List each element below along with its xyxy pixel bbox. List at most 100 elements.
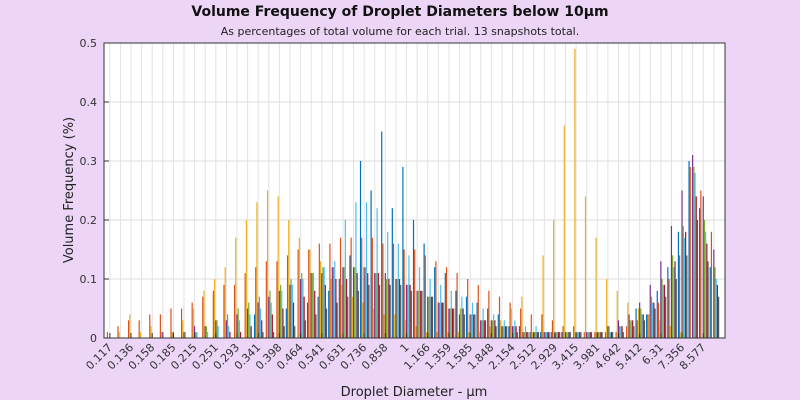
bar [670, 225, 673, 338]
bar [660, 261, 662, 338]
bar [500, 320, 502, 338]
bar [700, 190, 702, 338]
bar [391, 208, 393, 338]
bar [258, 296, 260, 338]
bar [692, 155, 694, 338]
bar [400, 284, 402, 338]
bar [508, 326, 510, 338]
bar [556, 332, 558, 338]
bar [344, 220, 346, 338]
bar [540, 332, 542, 338]
bar [607, 326, 609, 338]
x-axis-label: Droplet Diameter - μm [341, 385, 488, 400]
bar [335, 279, 337, 338]
bar [351, 296, 353, 338]
bar [498, 296, 501, 338]
bar [417, 290, 419, 338]
bar [489, 326, 491, 338]
bar [317, 296, 319, 338]
bar [245, 220, 247, 338]
bar [330, 279, 332, 338]
bar [216, 320, 218, 338]
bar [523, 332, 525, 338]
bar [162, 332, 164, 338]
bar [546, 332, 548, 338]
bar [212, 290, 214, 338]
bar [402, 166, 404, 338]
bar [150, 326, 152, 338]
bar [547, 332, 549, 338]
bar [383, 314, 385, 338]
bar [403, 249, 405, 338]
bar [468, 332, 470, 338]
bar [428, 296, 430, 338]
bar [180, 308, 183, 338]
bar [382, 243, 384, 338]
bar [685, 231, 687, 338]
bar [228, 326, 230, 338]
bar [371, 237, 373, 338]
bar [574, 48, 576, 339]
bar [548, 332, 550, 338]
bar [506, 326, 508, 338]
bar [255, 267, 257, 338]
bar [310, 273, 312, 338]
bar [654, 308, 656, 338]
bar [139, 332, 141, 338]
bar [291, 284, 293, 338]
bar [534, 332, 536, 338]
bar [648, 314, 650, 338]
bar [206, 332, 209, 338]
bar [235, 237, 237, 338]
bar [460, 308, 462, 338]
bar [265, 261, 267, 338]
y-tick-label: 0 [90, 332, 97, 345]
bar [483, 320, 485, 338]
bar [522, 332, 524, 338]
bar [276, 261, 278, 338]
bar [481, 320, 483, 338]
bar [652, 302, 654, 338]
bar [270, 302, 272, 338]
bar [410, 290, 412, 338]
bar [550, 332, 552, 338]
bar [709, 267, 711, 338]
bar [308, 249, 310, 338]
bar [469, 314, 471, 338]
bar [620, 326, 622, 338]
bar [183, 332, 185, 338]
bar [388, 279, 390, 338]
bar [501, 326, 503, 338]
bar [599, 332, 601, 338]
bar [458, 314, 461, 338]
bar [381, 131, 383, 338]
bar [372, 308, 375, 338]
bar [205, 326, 207, 338]
bar [378, 284, 381, 338]
bar [527, 332, 529, 338]
bar [347, 296, 349, 338]
y-tick-label: 0.3 [80, 155, 98, 168]
bar [707, 261, 709, 338]
bar [171, 332, 173, 338]
bar [306, 302, 309, 338]
bar [490, 320, 492, 338]
bar [718, 296, 720, 338]
bar [129, 314, 131, 338]
plot-frame [103, 42, 726, 339]
bar [661, 279, 663, 338]
bar [555, 332, 557, 338]
bar [389, 284, 391, 338]
bar [643, 320, 646, 338]
bar [445, 267, 448, 338]
bar [457, 332, 459, 338]
bar [354, 267, 356, 338]
bar [364, 267, 366, 338]
bar [583, 332, 585, 338]
bar [195, 332, 197, 338]
bar [456, 273, 458, 338]
bar [465, 296, 468, 338]
bar [292, 302, 295, 338]
bar [338, 279, 340, 338]
bar [597, 332, 600, 338]
